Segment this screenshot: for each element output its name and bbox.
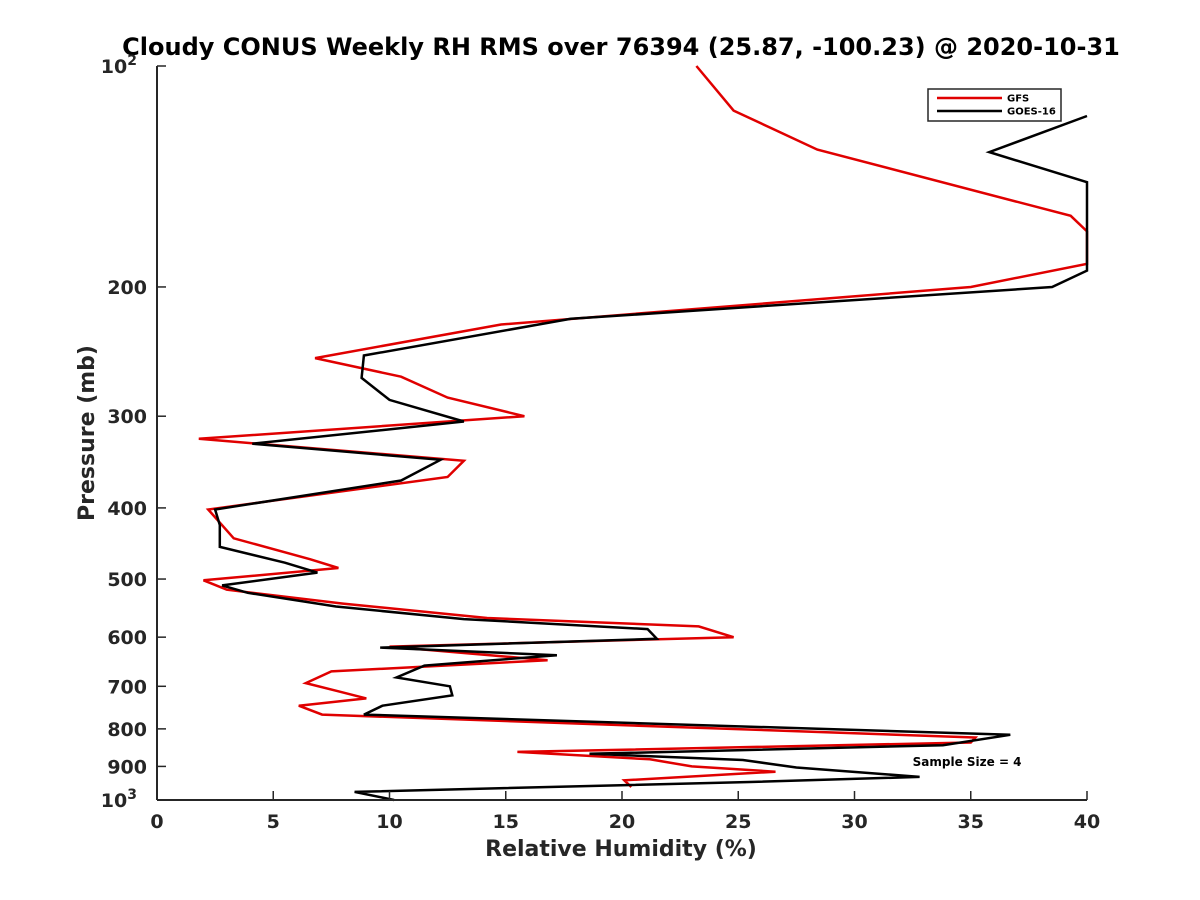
x-tick-label: 10 bbox=[376, 811, 402, 833]
x-tick-label: 40 bbox=[1074, 811, 1100, 833]
y-tick-label: 400 bbox=[107, 498, 147, 520]
series-layer bbox=[198, 65, 1089, 802]
y-tick-label: 900 bbox=[107, 756, 147, 778]
y-ticks: 102 200 300 400 500 600 700 800 900 103 bbox=[101, 53, 166, 812]
y-tick-label: 300 bbox=[107, 406, 147, 428]
x-tick-label: 20 bbox=[609, 811, 635, 833]
y-axis-label: Pressure (mb) bbox=[75, 345, 100, 521]
x-tick-label: 30 bbox=[841, 811, 867, 833]
x-tick-label: 25 bbox=[725, 811, 751, 833]
y-tick-label: 500 bbox=[107, 569, 147, 591]
x-tick-label: 0 bbox=[150, 811, 163, 833]
x-tick-label: 35 bbox=[958, 811, 984, 833]
y-tick-label: 102 bbox=[101, 53, 137, 78]
x-axis-label: Relative Humidity (%) bbox=[485, 837, 757, 862]
y-tick-label: 800 bbox=[107, 719, 147, 741]
x-ticks: 0 5 10 15 20 25 30 35 40 bbox=[150, 791, 1100, 833]
y-tick-label: 600 bbox=[107, 627, 147, 649]
legend-box bbox=[927, 88, 1062, 122]
legend-label-gfs: GFS bbox=[1007, 94, 1029, 105]
x-tick-label: 15 bbox=[493, 811, 519, 833]
x-tick-label: 5 bbox=[267, 811, 280, 833]
chart-title: Cloudy CONUS Weekly RH RMS over 76394 (2… bbox=[122, 33, 1120, 61]
y-tick-label: 700 bbox=[107, 676, 147, 698]
legend: GFS GOES-16 bbox=[927, 88, 1062, 122]
series-line-goes16 bbox=[213, 114, 1089, 802]
legend-label-goes16: GOES-16 bbox=[1007, 107, 1056, 118]
sample-size-annotation: Sample Size = 4 bbox=[913, 755, 1022, 769]
y-tick-label: 200 bbox=[107, 277, 147, 299]
y-tick-label: 103 bbox=[101, 787, 137, 812]
